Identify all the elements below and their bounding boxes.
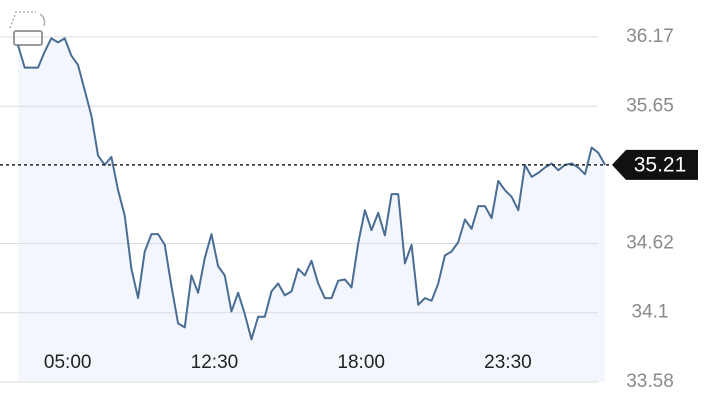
y-tick-label: 34.62 xyxy=(626,232,674,253)
price-line xyxy=(17,37,606,341)
overlay: 36.17 35.65 34.62 34.1 33.58 05:00 12:30 18:00 2… xyxy=(0,26,698,392)
y-tick-label: 33.58 xyxy=(626,371,674,392)
x-tick-label: 12:30 xyxy=(191,352,239,373)
x-tick-label: 05:00 xyxy=(44,352,92,373)
area xyxy=(18,38,605,382)
y-tick-label: 36.17 xyxy=(626,26,674,47)
x-tick-label: 18:00 xyxy=(337,352,385,373)
current-value-label: 35.21 xyxy=(634,153,687,176)
y-tick-label: 35.65 xyxy=(626,95,674,116)
plot xyxy=(0,36,605,383)
y-tick-label: 34.1 xyxy=(632,302,669,323)
x-tick-label: 23:30 xyxy=(484,352,532,373)
chart-type-icon[interactable] xyxy=(9,11,46,46)
current-value-badge xyxy=(612,149,698,180)
